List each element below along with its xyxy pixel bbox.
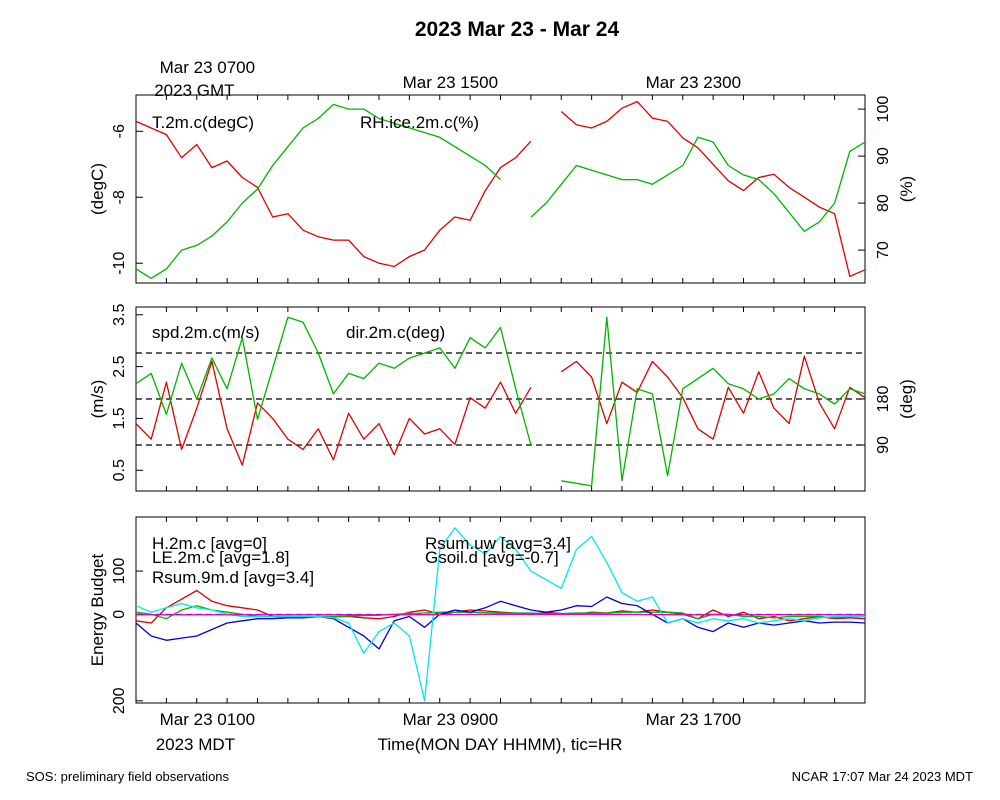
top-axis-label: Mar 23 1500 bbox=[403, 73, 498, 92]
y-left-label: Energy Budget bbox=[88, 553, 107, 666]
footer-left: SOS: preliminary field observations bbox=[26, 769, 230, 784]
legend-entry: RH.ice.2m.c(%) bbox=[360, 113, 479, 132]
y-right-tick-label: 80 bbox=[875, 194, 892, 212]
bottom-axis-label: Mar 23 1700 bbox=[646, 710, 741, 729]
series-line-spd.2m.c bbox=[135, 355, 866, 466]
legend-entry: LE.2m.c [avg=1.8] bbox=[152, 548, 290, 567]
y-right-tick-label: 70 bbox=[875, 241, 892, 259]
y-right-tick-label: 100 bbox=[875, 96, 892, 123]
bottom-axis-sublabel: 2023 MDT bbox=[156, 735, 235, 754]
legend-entry: Gsoil.d [avg=-0.7] bbox=[425, 548, 559, 567]
y-left-tick-label: -6 bbox=[111, 124, 128, 138]
y-right-tick-label: 90 bbox=[875, 436, 892, 454]
bottom-axis-label: Mar 23 0900 bbox=[403, 710, 498, 729]
footer-right: NCAR 17:07 Mar 24 2023 MDT bbox=[792, 769, 973, 784]
y-right-tick-label: 90 bbox=[875, 147, 892, 165]
x-axis-label: Time(MON DAY HHMM), tic=HR bbox=[378, 735, 623, 754]
series-line-RH.ice.2m.c bbox=[135, 103, 866, 279]
legend-entry: T.2m.c(degC) bbox=[152, 113, 254, 132]
series-line-Gsoil.d bbox=[136, 613, 865, 616]
legend-entry: Rsum.uw [avg=3.4] bbox=[425, 534, 571, 553]
series-line-dir.2m.c bbox=[135, 316, 866, 487]
series-line-Rsum.uw bbox=[135, 527, 865, 702]
legend-entry: H.2m.c [avg=0] bbox=[152, 534, 267, 553]
y-left-label: (m/s) bbox=[88, 380, 107, 419]
series-line-T.2m.c bbox=[135, 100, 866, 278]
y-left-tick-label: 200 bbox=[111, 687, 128, 714]
top-axis-sublabel: 2023 GMT bbox=[154, 81, 234, 100]
y-right-label: (%) bbox=[897, 176, 916, 202]
series-line-Rsum.9m.d bbox=[135, 596, 866, 650]
y-left-tick-label: 3.5 bbox=[111, 304, 128, 326]
y-left-tick-label: 1.5 bbox=[111, 407, 128, 429]
top-axis-label: Mar 23 2300 bbox=[646, 73, 741, 92]
y-left-tick-label: -10 bbox=[111, 252, 128, 275]
y-left-tick-label: 0.5 bbox=[111, 459, 128, 481]
top-axis-label: Mar 23 0700 bbox=[160, 58, 255, 77]
y-left-label: (degC) bbox=[88, 163, 107, 215]
bottom-axis-label: Mar 23 0100 bbox=[160, 710, 255, 729]
y-left-tick-label: -8 bbox=[111, 190, 128, 204]
y-left-tick-label: 100 bbox=[111, 558, 128, 585]
series-line-H.2m.c bbox=[135, 589, 866, 624]
legend-entry: spd.2m.c(m/s) bbox=[152, 323, 260, 342]
legend-entry: Rsum.9m.d [avg=3.4] bbox=[152, 568, 314, 587]
legend-entry: dir.2m.c(deg) bbox=[346, 323, 445, 342]
chart-title: 2023 Mar 23 - Mar 24 bbox=[415, 18, 620, 41]
y-left-tick-label: 2.5 bbox=[111, 355, 128, 377]
y-left-tick-label: 0 bbox=[111, 610, 128, 619]
y-right-tick-label: 180 bbox=[875, 386, 892, 413]
y-right-label: (deg) bbox=[897, 379, 916, 419]
